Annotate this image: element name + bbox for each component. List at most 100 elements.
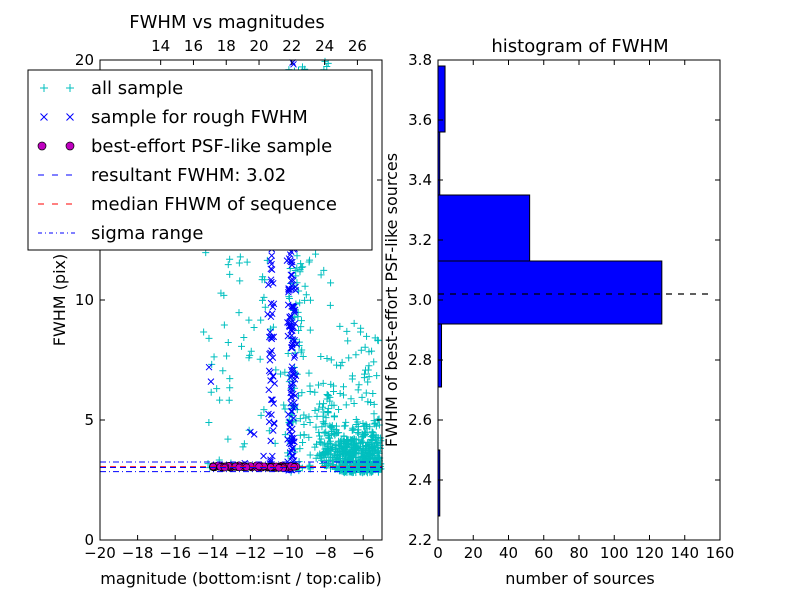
all-sample-marker <box>370 410 378 418</box>
all-sample-marker <box>357 440 365 448</box>
all-sample-marker <box>331 413 339 421</box>
all-sample-marker <box>364 443 372 451</box>
rough-sample-marker <box>268 278 275 286</box>
all-sample-marker <box>285 295 293 303</box>
all-sample-marker <box>371 460 379 468</box>
rough-sample-marker <box>289 452 297 460</box>
all-sample-marker <box>224 435 232 443</box>
all-sample-marker <box>375 453 383 461</box>
rough-sample-marker <box>288 386 295 394</box>
legend-entry: resultant FWHM: 3.02 <box>38 165 286 186</box>
all-sample-marker <box>334 448 342 456</box>
all-sample-marker <box>324 391 332 399</box>
all-sample-marker <box>331 431 339 439</box>
all-sample-marker <box>365 373 373 381</box>
rough-sample-marker <box>290 354 298 361</box>
scatter-top-x-tick-label: 16 <box>184 37 203 55</box>
all-sample-marker <box>326 422 334 430</box>
all-sample-marker <box>236 253 244 261</box>
all-sample-marker <box>291 267 299 275</box>
all-sample-marker <box>296 299 304 307</box>
all-sample-marker <box>320 429 328 437</box>
rough-sample-marker <box>267 377 274 384</box>
all-sample-marker <box>226 255 234 263</box>
all-sample-marker <box>205 334 213 342</box>
all-sample-marker <box>372 422 380 430</box>
all-sample-marker <box>300 431 308 439</box>
all-sample-marker <box>319 403 327 411</box>
all-sample-marker <box>295 327 303 335</box>
histogram-x-tick-label: 100 <box>600 544 629 562</box>
all-sample-marker <box>247 347 255 355</box>
all-sample-marker <box>235 309 243 317</box>
histogram-y-axis-label: FWHM of best-effort PSF-like sources <box>382 153 401 447</box>
all-sample-marker <box>326 450 334 458</box>
all-sample-marker <box>355 381 363 389</box>
all-sample-marker <box>354 386 362 394</box>
all-sample-marker <box>349 451 357 459</box>
all-sample-marker <box>250 324 258 332</box>
rough-sample-marker <box>269 427 277 434</box>
all-sample-marker <box>239 443 247 451</box>
scatter-y-tick-label: 0 <box>84 531 94 549</box>
histogram-axes: 0 20 40 60 80 100 120 140 160 2.2 2.4 2.6 2.8 3.0 3.2 3… <box>408 51 734 562</box>
all-sample-marker <box>240 440 248 448</box>
legend-label: sample for rough FWHM <box>91 107 308 128</box>
all-sample-marker <box>369 444 377 452</box>
all-sample-marker <box>313 440 321 448</box>
all-sample-marker <box>306 296 314 304</box>
all-sample-marker <box>296 445 304 453</box>
all-sample-marker <box>322 462 330 470</box>
all-sample-marker <box>342 451 350 459</box>
scatter-x-axis-label: magnitude (bottom:isnt / top:calib) <box>100 569 381 588</box>
histogram-x-tick-label: 120 <box>635 544 664 562</box>
scatter-x-tick-label: −20 <box>84 544 116 562</box>
all-sample-marker <box>256 355 264 363</box>
all-sample-marker <box>369 390 377 398</box>
all-sample-marker <box>319 379 327 387</box>
rough-sample-marker <box>267 265 275 273</box>
all-sample-marker <box>361 366 369 374</box>
all-sample-marker <box>320 419 328 427</box>
rough-sample-marker <box>292 283 299 291</box>
all-sample-marker <box>323 62 331 70</box>
legend-entry: all sample <box>40 78 183 99</box>
scatter-x-tick-label: −18 <box>122 544 154 562</box>
all-sample-marker <box>301 296 309 304</box>
all-sample-marker <box>337 442 345 450</box>
rough-sample-marker <box>267 437 275 445</box>
histogram-y-tick-label: 3.4 <box>408 171 432 189</box>
all-sample-marker <box>368 436 376 444</box>
all-sample-marker <box>361 429 369 437</box>
rough-sample-marker <box>286 323 294 331</box>
all-sample-marker <box>341 444 349 452</box>
all-sample-marker <box>368 428 376 436</box>
all-sample-marker <box>367 451 375 459</box>
all-sample-marker <box>337 459 345 467</box>
all-sample-marker <box>312 423 320 431</box>
rough-sample-marker <box>205 363 213 371</box>
all-sample-marker <box>297 323 305 331</box>
all-sample-marker <box>360 428 368 436</box>
all-sample-marker <box>377 434 385 442</box>
all-sample-marker <box>301 282 309 290</box>
all-sample-marker <box>369 429 377 437</box>
all-sample-marker <box>357 328 365 336</box>
rough-sample-marker <box>284 318 291 326</box>
all-sample-marker <box>300 421 308 429</box>
scatter-top-x-tick-label: 18 <box>217 37 236 55</box>
all-sample-marker <box>258 276 266 284</box>
all-sample-marker <box>354 426 362 434</box>
histogram-panel: 0 20 40 60 80 100 120 140 160 2.2 2.4 2.6 2.8 3.0 3.2 3… <box>382 36 734 588</box>
all-sample-marker <box>363 465 371 473</box>
all-sample-marker <box>328 401 336 409</box>
rough-sample-marker <box>286 257 294 265</box>
rough-sample-marker <box>288 444 296 452</box>
all-sample-marker <box>343 327 351 335</box>
all-sample-marker <box>224 261 232 269</box>
all-sample-marker <box>327 380 335 388</box>
all-sample-marker <box>320 408 328 416</box>
all-sample-marker <box>359 457 367 465</box>
rough-sample-marker <box>291 309 298 316</box>
